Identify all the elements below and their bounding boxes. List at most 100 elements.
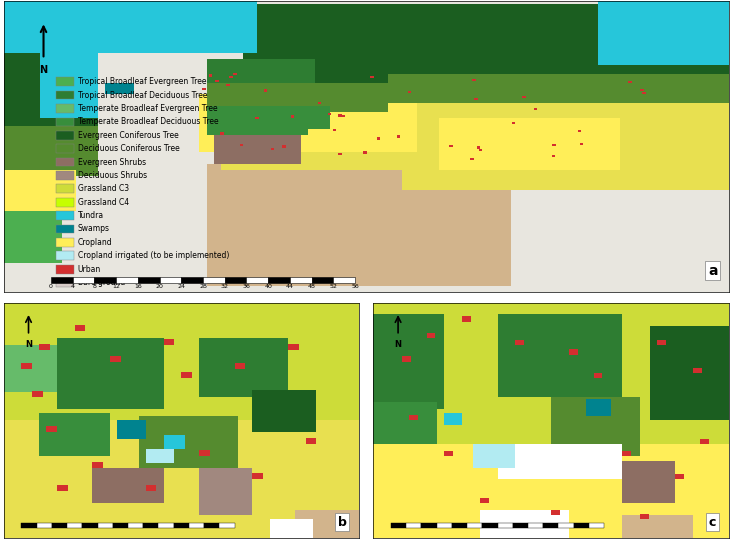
Bar <box>622 451 631 456</box>
Bar <box>4 54 98 132</box>
Bar <box>226 84 229 86</box>
Bar <box>598 1 729 65</box>
Bar <box>642 92 646 94</box>
Bar <box>334 278 356 282</box>
Bar <box>164 434 185 449</box>
Bar <box>373 302 729 444</box>
Bar <box>202 88 206 90</box>
Bar <box>640 89 644 91</box>
Bar <box>4 210 61 263</box>
Bar <box>203 278 225 282</box>
Text: a: a <box>708 263 718 278</box>
Bar <box>39 413 110 456</box>
Bar <box>57 338 164 408</box>
Bar <box>452 523 467 527</box>
Bar <box>402 68 730 190</box>
Bar <box>98 523 113 527</box>
Bar <box>622 460 675 503</box>
Bar <box>199 338 288 397</box>
Bar <box>264 89 267 91</box>
Bar <box>52 523 67 527</box>
Bar <box>32 391 43 397</box>
Bar <box>522 96 526 98</box>
Bar <box>480 510 569 538</box>
Bar <box>220 133 223 135</box>
Text: Temperate Broadleaf Deciduous Tree: Temperate Broadleaf Deciduous Tree <box>77 117 218 127</box>
Bar <box>407 91 411 93</box>
Text: Evergreen Shrubs: Evergreen Shrubs <box>77 157 146 167</box>
Bar <box>74 325 85 331</box>
Bar <box>55 211 74 220</box>
Bar <box>4 345 57 392</box>
Bar <box>181 278 203 282</box>
Bar <box>207 106 308 135</box>
Bar <box>55 77 74 86</box>
Text: 8: 8 <box>92 284 96 289</box>
Bar <box>377 137 380 140</box>
Bar <box>268 278 290 282</box>
Bar <box>477 147 480 149</box>
Bar <box>214 135 301 164</box>
Bar <box>55 117 74 126</box>
Text: 0: 0 <box>49 284 53 289</box>
Text: b: b <box>338 516 347 529</box>
Bar <box>515 340 524 345</box>
Bar <box>239 144 243 147</box>
Bar <box>146 449 174 463</box>
Bar <box>21 363 32 368</box>
Bar <box>55 131 74 140</box>
Bar <box>207 164 511 286</box>
Bar <box>247 278 268 282</box>
Bar <box>57 485 68 491</box>
Bar <box>55 184 74 193</box>
Bar <box>629 81 632 83</box>
Bar <box>370 76 374 78</box>
Bar <box>138 278 159 282</box>
Text: Urban: Urban <box>77 265 101 274</box>
Bar <box>199 94 417 153</box>
Bar <box>483 523 498 527</box>
Bar <box>421 523 437 527</box>
Text: 48: 48 <box>308 284 315 289</box>
Bar <box>39 344 50 350</box>
Bar <box>199 450 210 456</box>
Text: 20: 20 <box>155 284 164 289</box>
Bar <box>55 238 74 247</box>
Bar <box>234 363 245 368</box>
Bar <box>512 523 528 527</box>
Bar <box>474 98 477 100</box>
Text: N: N <box>25 340 32 349</box>
Bar <box>55 171 74 180</box>
Text: 56: 56 <box>351 284 359 289</box>
Bar <box>295 510 359 538</box>
Bar <box>528 523 543 527</box>
Bar <box>253 473 263 479</box>
Bar <box>55 91 74 100</box>
Bar <box>312 278 334 282</box>
Bar <box>204 523 220 527</box>
Bar <box>318 102 321 104</box>
Bar <box>258 106 330 129</box>
Bar <box>406 523 421 527</box>
Bar <box>589 523 604 527</box>
Text: 28: 28 <box>199 284 207 289</box>
Text: Grassland C3: Grassland C3 <box>77 184 128 193</box>
Bar <box>199 467 253 514</box>
Bar <box>94 278 116 282</box>
Text: 16: 16 <box>134 284 142 289</box>
Bar <box>578 129 582 132</box>
Text: Bare ground: Bare ground <box>77 278 125 287</box>
Bar <box>512 122 515 124</box>
Bar <box>159 278 181 282</box>
Bar <box>543 523 558 527</box>
Bar <box>113 523 128 527</box>
Bar <box>55 198 74 207</box>
Text: 40: 40 <box>264 284 272 289</box>
Text: Cropland: Cropland <box>77 238 112 247</box>
Bar <box>105 83 134 94</box>
Bar <box>255 117 258 120</box>
Text: Tropical Broadleaf Evergreen Tree: Tropical Broadleaf Evergreen Tree <box>77 77 206 86</box>
Bar <box>82 523 98 527</box>
Text: Deciduous Shrubs: Deciduous Shrubs <box>77 171 147 180</box>
Bar <box>4 302 359 420</box>
